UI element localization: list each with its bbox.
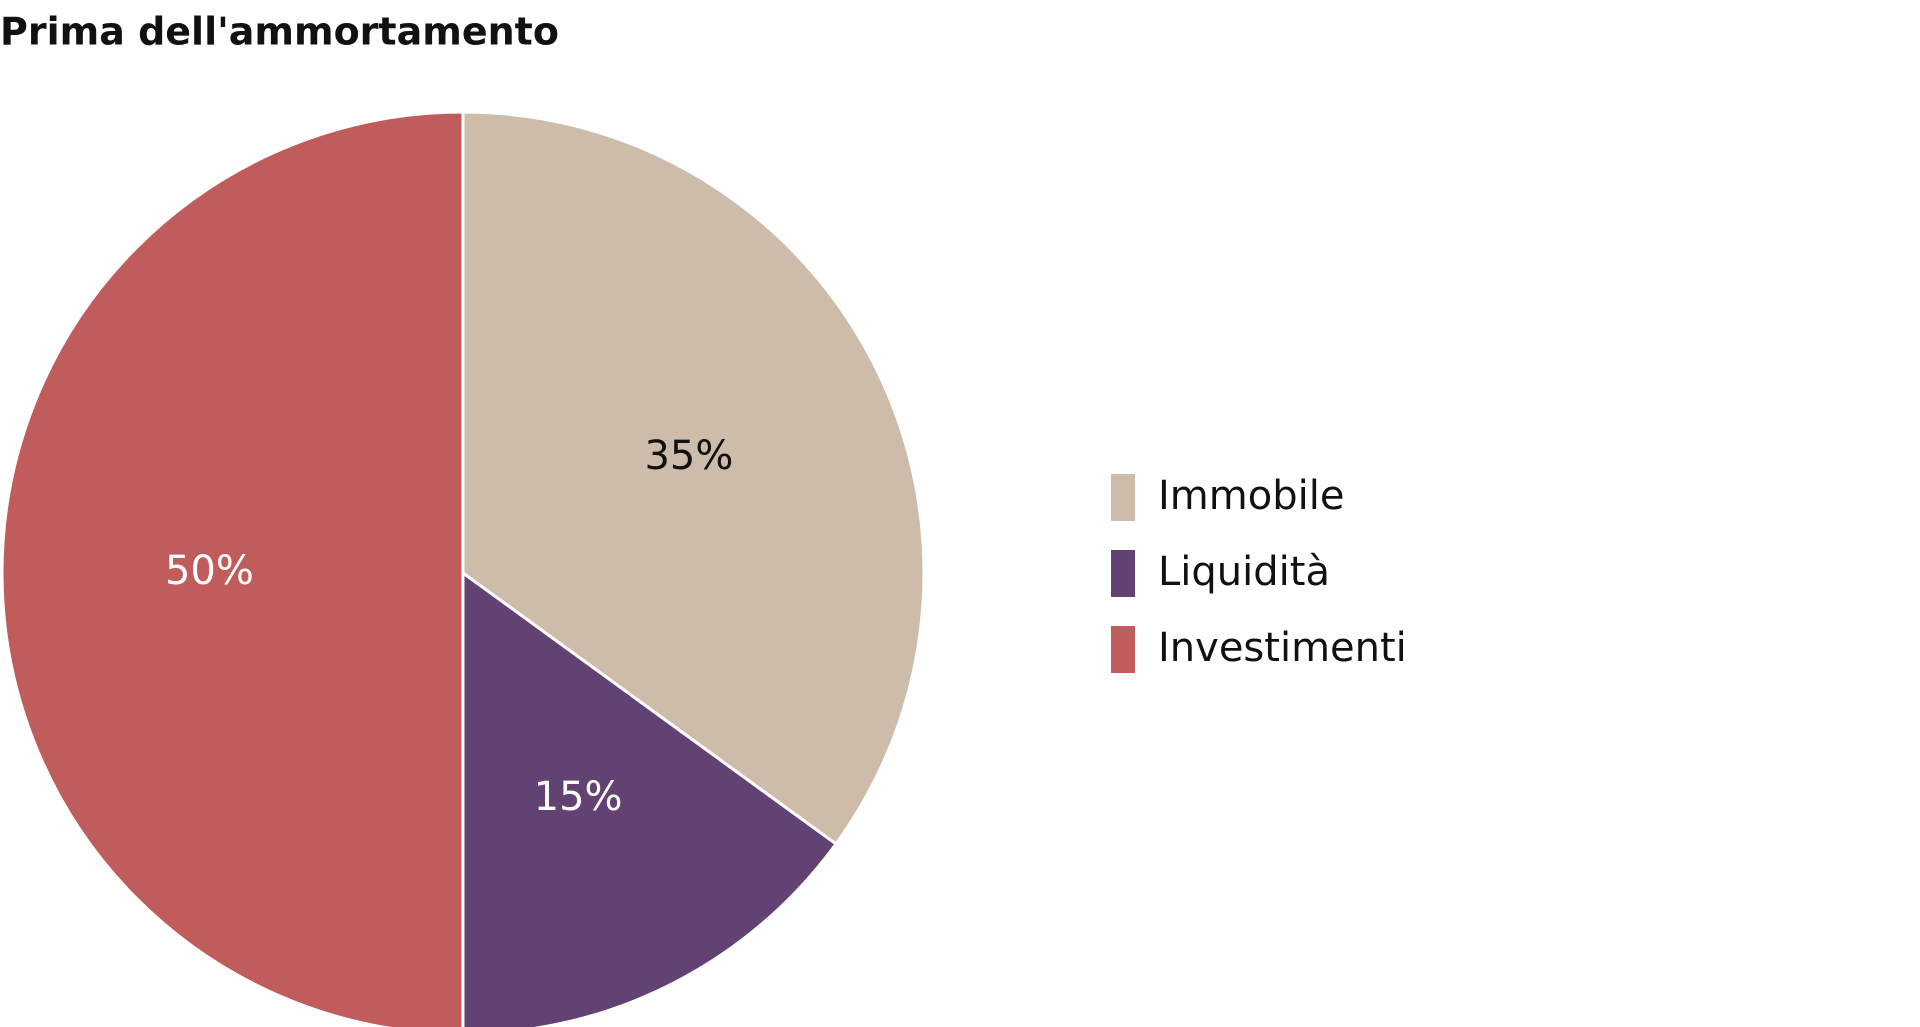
legend-label: Immobile (1158, 473, 1344, 519)
legend-swatch (1111, 550, 1135, 597)
data-label: 35% (644, 433, 733, 479)
data-label: 50% (165, 548, 254, 594)
data-label: 15% (534, 774, 623, 820)
legend-label: Liquidità (1158, 549, 1330, 595)
pie-slice (0, 110, 465, 1027)
legend-swatch (1111, 626, 1135, 673)
legend-label: Investimenti (1158, 625, 1407, 671)
pie-slice (461, 110, 926, 847)
pie-slice (461, 570, 839, 1027)
chart-title: Prima dell'ammortamento (0, 10, 559, 54)
legend-swatch (1111, 474, 1135, 521)
